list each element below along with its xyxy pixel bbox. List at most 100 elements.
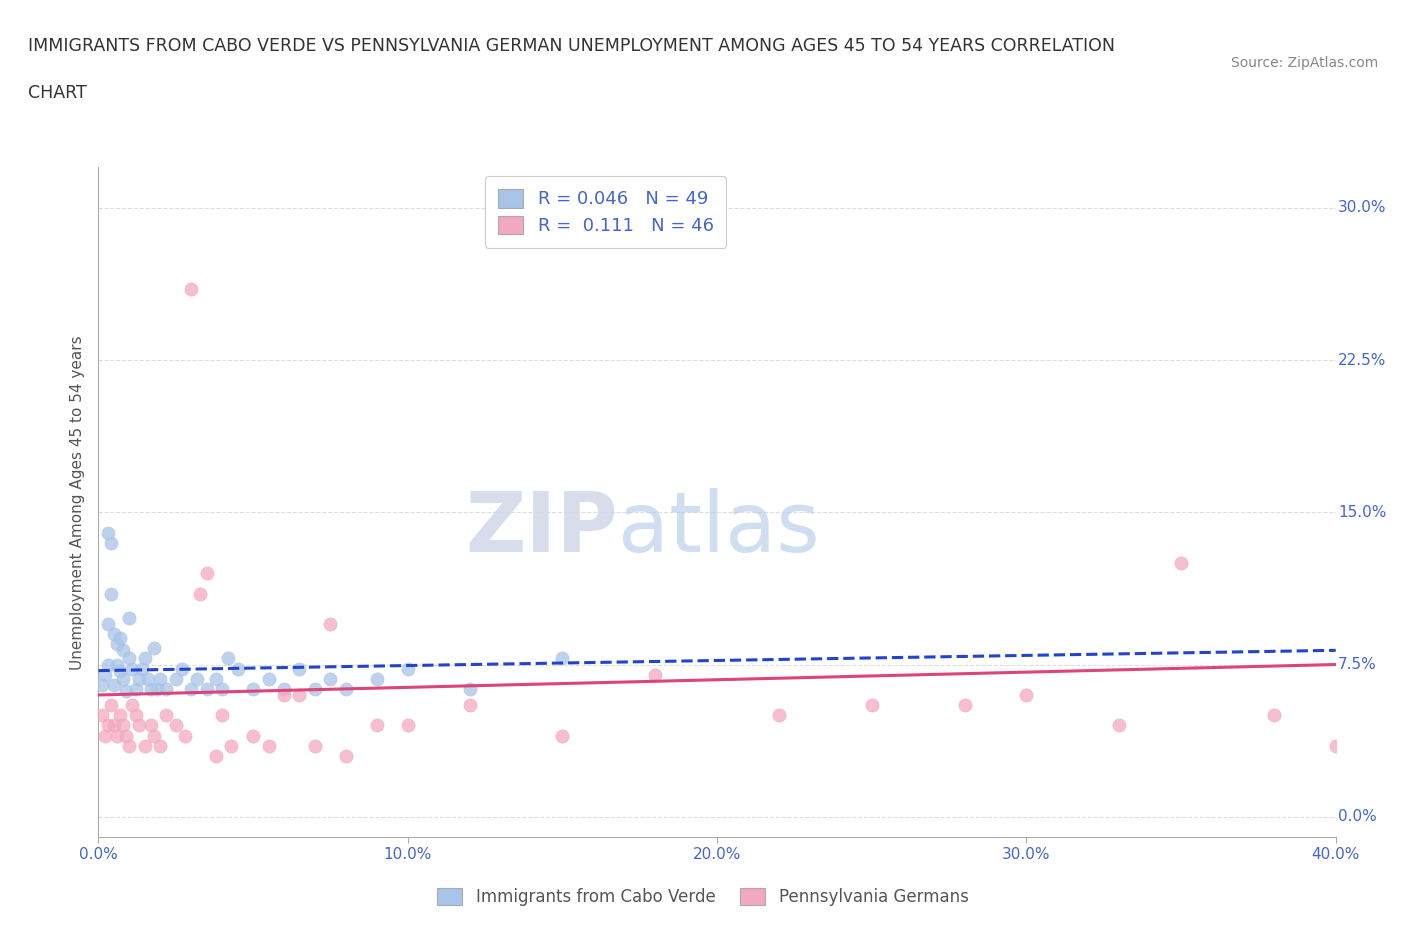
Point xyxy=(211,682,233,697)
Point xyxy=(100,586,122,601)
Point xyxy=(186,671,208,686)
Y-axis label: Unemployment Among Ages 45 to 54 years: Unemployment Among Ages 45 to 54 years xyxy=(70,335,86,670)
Point xyxy=(149,671,172,686)
Point xyxy=(319,617,342,631)
Point xyxy=(288,687,311,702)
Point xyxy=(121,661,143,676)
Text: 22.5%: 22.5% xyxy=(1339,352,1386,367)
Point xyxy=(97,658,120,672)
Point xyxy=(93,728,115,743)
Point xyxy=(103,718,125,733)
Point xyxy=(1170,555,1192,570)
Point xyxy=(139,718,162,733)
Point xyxy=(242,728,264,743)
Point xyxy=(108,631,131,645)
Point xyxy=(319,671,342,686)
Point xyxy=(124,682,146,697)
Point xyxy=(112,671,135,686)
Point xyxy=(128,671,150,686)
Point xyxy=(768,708,790,723)
Point xyxy=(458,682,481,697)
Point xyxy=(551,728,574,743)
Point xyxy=(103,627,125,642)
Point xyxy=(155,708,177,723)
Point xyxy=(97,525,120,540)
Text: Source: ZipAtlas.com: Source: ZipAtlas.com xyxy=(1230,56,1378,70)
Point xyxy=(121,698,143,712)
Point xyxy=(335,749,357,764)
Point xyxy=(136,671,159,686)
Point xyxy=(124,708,146,723)
Text: 30.0%: 30.0% xyxy=(1339,201,1386,216)
Point xyxy=(257,738,280,753)
Text: CHART: CHART xyxy=(28,84,87,101)
Point xyxy=(149,738,172,753)
Point xyxy=(396,718,419,733)
Point xyxy=(146,682,169,697)
Text: IMMIGRANTS FROM CABO VERDE VS PENNSYLVANIA GERMAN UNEMPLOYMENT AMONG AGES 45 TO : IMMIGRANTS FROM CABO VERDE VS PENNSYLVAN… xyxy=(28,37,1115,55)
Point xyxy=(143,728,166,743)
Point xyxy=(860,698,883,712)
Point xyxy=(105,728,128,743)
Point xyxy=(115,684,138,698)
Point xyxy=(217,651,239,666)
Point xyxy=(190,586,212,601)
Point xyxy=(180,282,202,297)
Point xyxy=(396,661,419,676)
Point xyxy=(174,728,197,743)
Point xyxy=(366,671,388,686)
Legend: Immigrants from Cabo Verde, Pennsylvania Germans: Immigrants from Cabo Verde, Pennsylvania… xyxy=(430,881,976,912)
Point xyxy=(103,677,125,692)
Point xyxy=(105,637,128,652)
Point xyxy=(105,658,128,672)
Point xyxy=(165,718,187,733)
Point xyxy=(93,667,115,682)
Point xyxy=(195,565,218,580)
Point xyxy=(551,651,574,666)
Point xyxy=(953,698,976,712)
Point xyxy=(211,708,233,723)
Point xyxy=(97,617,120,631)
Point xyxy=(273,682,295,697)
Point xyxy=(108,663,131,678)
Point xyxy=(139,682,162,697)
Point xyxy=(115,728,138,743)
Point xyxy=(112,718,135,733)
Point xyxy=(335,682,357,697)
Point xyxy=(90,708,112,723)
Point xyxy=(170,661,193,676)
Point xyxy=(90,677,112,692)
Point xyxy=(242,682,264,697)
Point xyxy=(134,651,156,666)
Point xyxy=(180,682,202,697)
Text: 7.5%: 7.5% xyxy=(1339,657,1376,672)
Point xyxy=(644,667,666,682)
Point xyxy=(366,718,388,733)
Point xyxy=(100,536,122,551)
Point xyxy=(108,708,131,723)
Point xyxy=(1108,718,1130,733)
Point xyxy=(221,738,243,753)
Point xyxy=(195,682,218,697)
Text: ZIP: ZIP xyxy=(465,488,619,569)
Point xyxy=(131,661,153,676)
Point xyxy=(128,718,150,733)
Text: 15.0%: 15.0% xyxy=(1339,505,1386,520)
Point xyxy=(458,698,481,712)
Point xyxy=(273,687,295,702)
Point xyxy=(97,718,120,733)
Point xyxy=(134,738,156,753)
Point xyxy=(304,682,326,697)
Text: atlas: atlas xyxy=(619,488,820,569)
Point xyxy=(226,661,249,676)
Point xyxy=(304,738,326,753)
Point xyxy=(205,671,228,686)
Point xyxy=(165,671,187,686)
Point xyxy=(1324,738,1347,753)
Point xyxy=(118,651,141,666)
Point xyxy=(257,671,280,686)
Point xyxy=(205,749,228,764)
Point xyxy=(1263,708,1285,723)
Point xyxy=(1015,687,1038,702)
Text: 0.0%: 0.0% xyxy=(1339,809,1376,824)
